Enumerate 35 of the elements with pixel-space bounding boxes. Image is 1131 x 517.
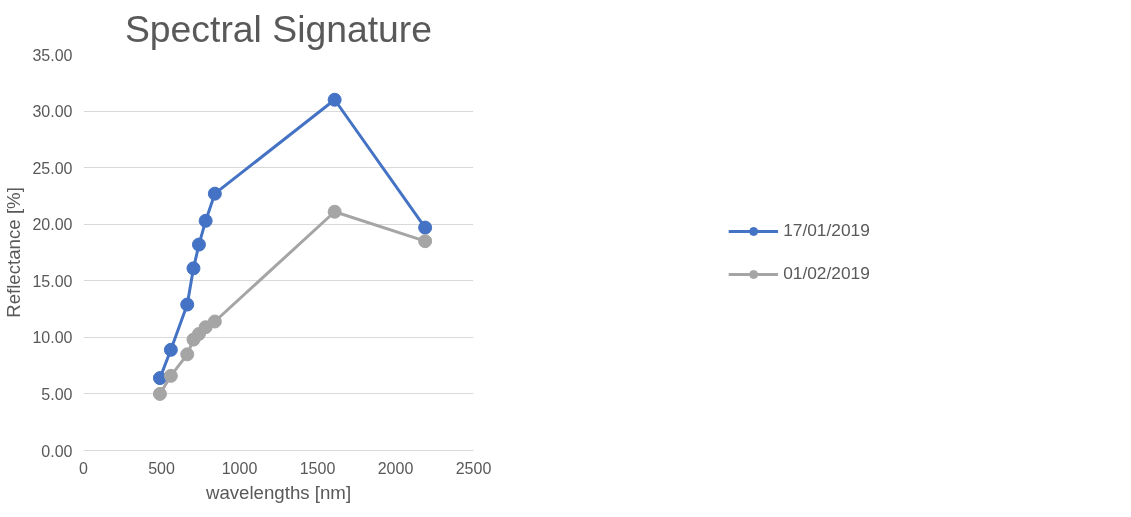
x-tick-label: 1500	[299, 459, 336, 477]
point	[152, 386, 167, 401]
point	[163, 368, 178, 383]
y-tick-label: 25.00	[32, 159, 73, 177]
point	[327, 92, 342, 107]
x-tick-label: 2000	[377, 459, 414, 477]
point	[163, 342, 178, 357]
point	[186, 261, 201, 276]
point	[418, 220, 433, 235]
legend-label: 17/01/2019	[783, 220, 870, 241]
point	[418, 234, 433, 249]
x-tick-label: 2500	[455, 459, 492, 477]
chart-title: Spectral Signature	[124, 7, 433, 50]
point	[327, 204, 342, 219]
y-tick-label: 0.00	[41, 442, 73, 460]
legend-label: 01/02/2019	[783, 263, 870, 284]
y-tick-label: 35.00	[32, 46, 73, 64]
point	[152, 371, 167, 386]
y-tick-label: 15.00	[32, 272, 73, 290]
y-axis-title: Reflectance [%]	[3, 187, 25, 318]
point	[191, 237, 206, 252]
y-tick-label: 30.00	[32, 103, 73, 121]
x-tick-label: 1000	[221, 459, 258, 477]
point	[207, 186, 222, 201]
y-tick-label: 10.00	[32, 329, 73, 347]
point	[198, 213, 213, 228]
y-tick-label: 20.00	[32, 216, 73, 234]
x-tick-label: 500	[148, 459, 175, 477]
x-tick-label: 0	[79, 459, 89, 477]
y-tick-label: 5.00	[41, 385, 73, 403]
point	[198, 320, 213, 335]
point	[180, 347, 195, 362]
point	[180, 297, 195, 312]
x-axis-title: wavelengths [nm]	[204, 481, 352, 503]
point	[207, 314, 222, 329]
